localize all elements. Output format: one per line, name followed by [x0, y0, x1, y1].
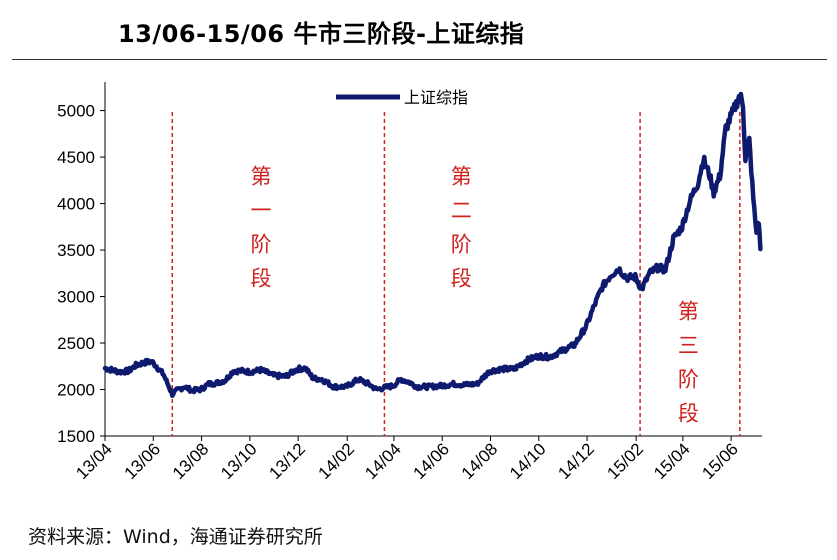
y-tick-label: 2000	[57, 381, 95, 400]
page-title: 13/06-15/06 牛市三阶段-上证综指	[118, 20, 525, 48]
y-tick-label: 3000	[57, 288, 95, 307]
y-tick-label: 1500	[57, 427, 95, 446]
title-divider	[12, 59, 827, 60]
x-tick-label: 13/12	[265, 439, 309, 483]
stage-label-2: 第二阶段	[451, 165, 472, 291]
x-tick-label: 14/02	[315, 439, 359, 483]
y-tick-label: 2500	[57, 334, 95, 353]
x-tick-label: 14/04	[361, 439, 405, 483]
x-tick-label: 13/08	[169, 439, 213, 483]
source-note: 资料来源：Wind，海通证券研究所	[28, 526, 323, 548]
y-tick-label: 3500	[57, 241, 95, 260]
x-tick-label: 14/08	[458, 439, 502, 483]
stage-label-1: 第一阶段	[250, 165, 271, 291]
x-tick-label: 15/06	[698, 439, 742, 483]
y-tick-label: 4000	[57, 195, 95, 214]
x-tick-label: 14/12	[554, 439, 598, 483]
x-tick-label: 14/10	[506, 439, 550, 483]
x-tick-label: 14/06	[410, 439, 454, 483]
legend-label: 上证综指	[404, 88, 468, 107]
y-tick-label: 4500	[57, 148, 95, 167]
series-line-shangzheng	[102, 91, 763, 399]
x-tick-label: 15/04	[650, 439, 694, 483]
x-tick-label: 13/06	[121, 439, 165, 483]
y-tick-label: 5000	[57, 102, 95, 121]
x-tick-label: 13/10	[217, 439, 261, 483]
stage-label-3: 第三阶段	[678, 300, 699, 426]
x-tick-label: 15/02	[603, 439, 647, 483]
